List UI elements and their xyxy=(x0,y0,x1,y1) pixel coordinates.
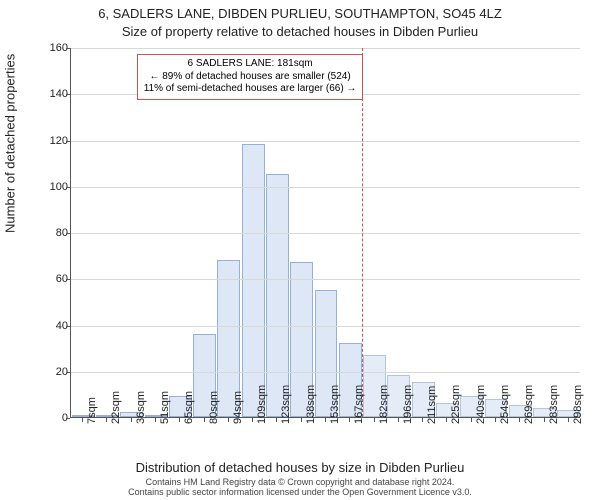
annotation-line: 6 SADLERS LANE: 181sqm xyxy=(144,58,357,71)
xtick-mark xyxy=(398,418,399,422)
xtick-mark xyxy=(568,418,569,422)
xtick-label: 225sqm xyxy=(450,385,462,424)
xtick-label: 138sqm xyxy=(305,385,317,424)
ytick-label: 60 xyxy=(38,273,68,285)
gridline-h xyxy=(71,372,580,373)
bar xyxy=(266,174,289,417)
xtick-mark xyxy=(325,418,326,422)
annotation-line: 11% of semi-detached houses are larger (… xyxy=(144,83,357,96)
xtick-mark xyxy=(446,418,447,422)
xtick-label: 283sqm xyxy=(548,385,560,424)
xtick-mark xyxy=(374,418,375,422)
ytick-label: 100 xyxy=(38,181,68,193)
xtick-label: 167sqm xyxy=(353,385,365,424)
footer-line2: Contains public sector information licen… xyxy=(0,488,600,498)
chart-title-line1: 6, SADLERS LANE, DIBDEN PURLIEU, SOUTHAM… xyxy=(0,6,600,21)
xtick-label: 36sqm xyxy=(135,391,147,424)
xtick-label: 94sqm xyxy=(232,391,244,424)
xtick-mark xyxy=(276,418,277,422)
bar xyxy=(242,144,265,417)
ytick-label: 160 xyxy=(38,42,68,54)
ytick-label: 20 xyxy=(38,366,68,378)
gridline-h xyxy=(71,326,580,327)
xtick-label: 7sqm xyxy=(86,397,98,424)
gridline-h xyxy=(71,233,580,234)
xtick-label: 123sqm xyxy=(280,385,292,424)
xtick-mark xyxy=(422,418,423,422)
xtick-mark xyxy=(228,418,229,422)
xtick-label: 109sqm xyxy=(256,385,268,424)
xtick-mark xyxy=(349,418,350,422)
xtick-mark xyxy=(471,418,472,422)
xtick-label: 80sqm xyxy=(208,391,220,424)
xtick-label: 269sqm xyxy=(523,385,535,424)
xtick-mark xyxy=(131,418,132,422)
xtick-mark xyxy=(301,418,302,422)
xtick-label: 196sqm xyxy=(402,385,414,424)
annotation-line: ← 89% of detached houses are smaller (52… xyxy=(144,71,357,84)
ytick-label: 140 xyxy=(38,88,68,100)
y-ticks: 020406080100120140160 xyxy=(0,48,70,418)
xtick-mark xyxy=(544,418,545,422)
ytick-label: 0 xyxy=(38,412,68,424)
xtick-mark xyxy=(495,418,496,422)
ytick-label: 80 xyxy=(38,227,68,239)
xtick-label: 182sqm xyxy=(378,385,390,424)
xtick-label: 51sqm xyxy=(159,391,171,424)
xtick-mark xyxy=(106,418,107,422)
gridline-h xyxy=(71,279,580,280)
footer-attribution: Contains HM Land Registry data © Crown c… xyxy=(0,478,600,498)
xtick-label: 65sqm xyxy=(183,391,195,424)
xtick-mark xyxy=(204,418,205,422)
gridline-h xyxy=(71,48,580,49)
xtick-label: 153sqm xyxy=(329,385,341,424)
annotation-box: 6 SADLERS LANE: 181sqm← 89% of detached … xyxy=(137,54,364,100)
xtick-label: 298sqm xyxy=(572,385,584,424)
xtick-mark xyxy=(82,418,83,422)
ytick-label: 120 xyxy=(38,135,68,147)
xtick-mark xyxy=(252,418,253,422)
gridline-h xyxy=(71,187,580,188)
xtick-label: 254sqm xyxy=(499,385,511,424)
xtick-mark xyxy=(519,418,520,422)
xtick-mark xyxy=(155,418,156,422)
xtick-label: 211sqm xyxy=(426,386,438,424)
gridline-h xyxy=(71,141,580,142)
xtick-mark xyxy=(179,418,180,422)
chart-title-line2: Size of property relative to detached ho… xyxy=(0,24,600,39)
reference-line xyxy=(362,48,363,417)
ytick-label: 40 xyxy=(38,320,68,332)
plot-area: 6 SADLERS LANE: 181sqm← 89% of detached … xyxy=(70,48,580,418)
x-axis-label: Distribution of detached houses by size … xyxy=(0,460,600,475)
xtick-label: 240sqm xyxy=(475,385,487,424)
xtick-label: 22sqm xyxy=(110,391,122,424)
chart-root: 6, SADLERS LANE, DIBDEN PURLIEU, SOUTHAM… xyxy=(0,0,600,500)
